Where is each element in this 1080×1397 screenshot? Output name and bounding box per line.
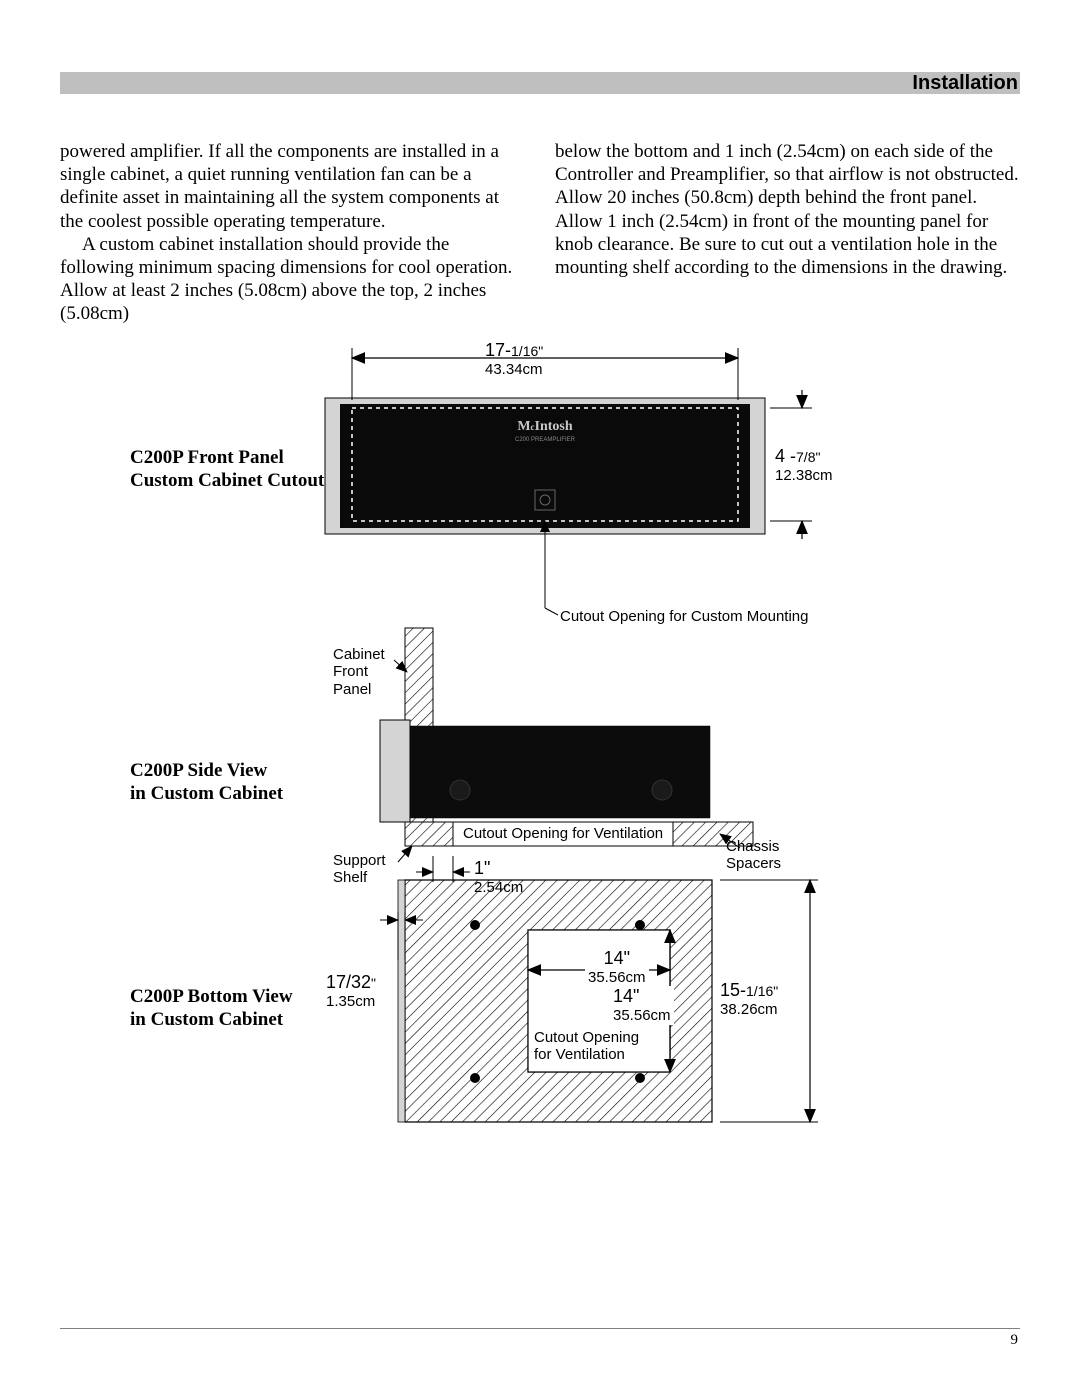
dolabel-width: 17-1/16" 43.34cm <box>485 340 543 379</box>
dolabel-height: 4 -7/8" 12.38cm <box>775 446 833 485</box>
spacer-1 <box>470 920 480 930</box>
callout-vent-bottom: Cutout Opening for Ventilation <box>532 1028 641 1065</box>
bottom-faceplate-edge <box>398 880 405 1122</box>
spacer-4 <box>635 1073 645 1083</box>
dolabel-frontgap: 17/32" 1.35cm <box>326 972 376 1011</box>
side-view-group <box>380 628 753 846</box>
side-chassis-black <box>410 726 710 818</box>
spacer-3 <box>470 1073 480 1083</box>
dolabel-gap: 1" 2.54cm <box>474 858 523 897</box>
foot-1 <box>450 780 470 800</box>
side-faceplate-silver <box>380 720 410 822</box>
dolabel-hole-w: 14" 35.56cm <box>585 948 649 987</box>
front-panel-group: McIntosh C200 PREAMPLIFIER <box>325 348 812 539</box>
spacer-2 <box>635 920 645 930</box>
callout-cabinet-panel: Cabinet Front Panel <box>333 646 385 698</box>
shelf-left <box>405 822 453 846</box>
callout-vent-side: Cutout Opening for Ventilation <box>460 824 666 843</box>
dolabel-depth: 15-1/16" 38.26cm <box>720 980 778 1019</box>
model-text: C200 PREAMPLIFIER <box>515 437 576 443</box>
foot-2 <box>652 780 672 800</box>
diagram-svg: McIntosh C200 PREAMPLIFIER <box>0 0 1080 1397</box>
callout-chassis-spacers: Chassis Spacers <box>726 838 781 873</box>
callout-support-shelf: Support Shelf <box>333 852 386 887</box>
arrow-support-shelf <box>398 846 412 862</box>
footer-rule <box>60 1328 1020 1329</box>
dolabel-hole-h: 14" 35.56cm <box>610 986 674 1025</box>
brand-logo-text: McIntosh <box>517 419 573 434</box>
page-number: 9 <box>1011 1332 1019 1349</box>
callout-cutout-mounting: Cutout Opening for Custom Mounting <box>560 608 808 625</box>
